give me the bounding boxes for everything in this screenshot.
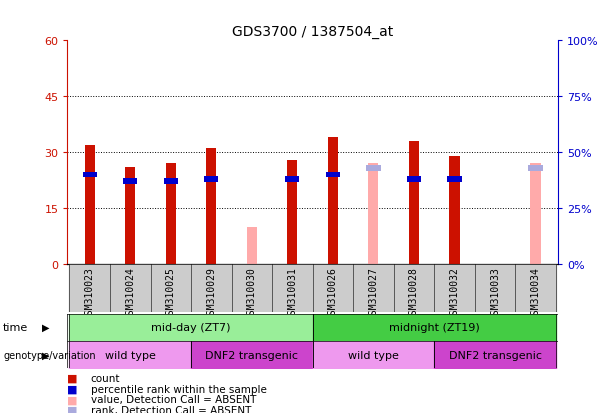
Text: count: count [91,373,120,383]
Text: GSM310030: GSM310030 [247,267,257,319]
Bar [272,264,313,312]
Text: GSM310025: GSM310025 [166,267,176,319]
Bar [528,166,543,171]
Bar [326,172,340,178]
Bar [367,166,381,171]
Bar [474,264,516,312]
Text: GSM310031: GSM310031 [287,267,297,319]
Bar [328,138,338,264]
Text: mid-day (ZT7): mid-day (ZT7) [151,322,230,332]
Text: DNF2 transgenic: DNF2 transgenic [449,350,541,360]
Text: rank, Detection Call = ABSENT: rank, Detection Call = ABSENT [91,405,251,413]
Text: ■: ■ [67,394,78,404]
Text: GSM310027: GSM310027 [368,267,378,319]
Text: ■: ■ [67,373,78,383]
Bar [285,177,300,183]
Text: GSM310028: GSM310028 [409,267,419,319]
Bar [232,264,272,312]
Text: GSM310032: GSM310032 [449,267,460,319]
Bar [123,179,137,185]
Text: GSM310026: GSM310026 [328,267,338,319]
Bar [206,149,216,264]
Text: midnight (ZT19): midnight (ZT19) [389,322,479,332]
Bar [125,168,135,264]
Text: GSM310023: GSM310023 [85,267,95,319]
Bar [353,264,394,312]
Bar [409,142,419,264]
Text: GSM310034: GSM310034 [530,267,541,319]
Bar [85,145,95,264]
Bar [204,177,218,183]
Bar [191,264,232,312]
Text: ▶: ▶ [42,350,49,360]
Bar [313,264,353,312]
Bar [247,227,257,264]
Bar [530,164,541,264]
Text: GSM310033: GSM310033 [490,267,500,319]
Text: wild type: wild type [105,350,156,360]
Bar [151,264,191,312]
Bar [164,179,178,185]
Text: GSM310029: GSM310029 [207,267,216,319]
Bar [447,177,462,183]
Text: percentile rank within the sample: percentile rank within the sample [91,384,267,394]
Text: GSM310024: GSM310024 [125,267,135,319]
Text: ▶: ▶ [42,322,49,332]
Text: genotype/variation: genotype/variation [3,350,96,360]
Text: time: time [3,322,28,332]
Text: ■: ■ [67,384,78,394]
Bar [516,264,556,312]
Bar [449,157,460,264]
Bar [166,164,176,264]
Text: wild type: wild type [348,350,399,360]
Text: DNF2 transgenic: DNF2 transgenic [205,350,299,360]
Bar [110,264,151,312]
Title: GDS3700 / 1387504_at: GDS3700 / 1387504_at [232,25,394,39]
Bar [407,177,421,183]
Bar [394,264,434,312]
Text: value, Detection Call = ABSENT: value, Detection Call = ABSENT [91,394,256,404]
Bar [83,172,97,178]
Bar [69,264,110,312]
Bar [368,164,378,264]
Text: ■: ■ [67,405,78,413]
Bar [434,264,474,312]
Bar [287,160,297,264]
